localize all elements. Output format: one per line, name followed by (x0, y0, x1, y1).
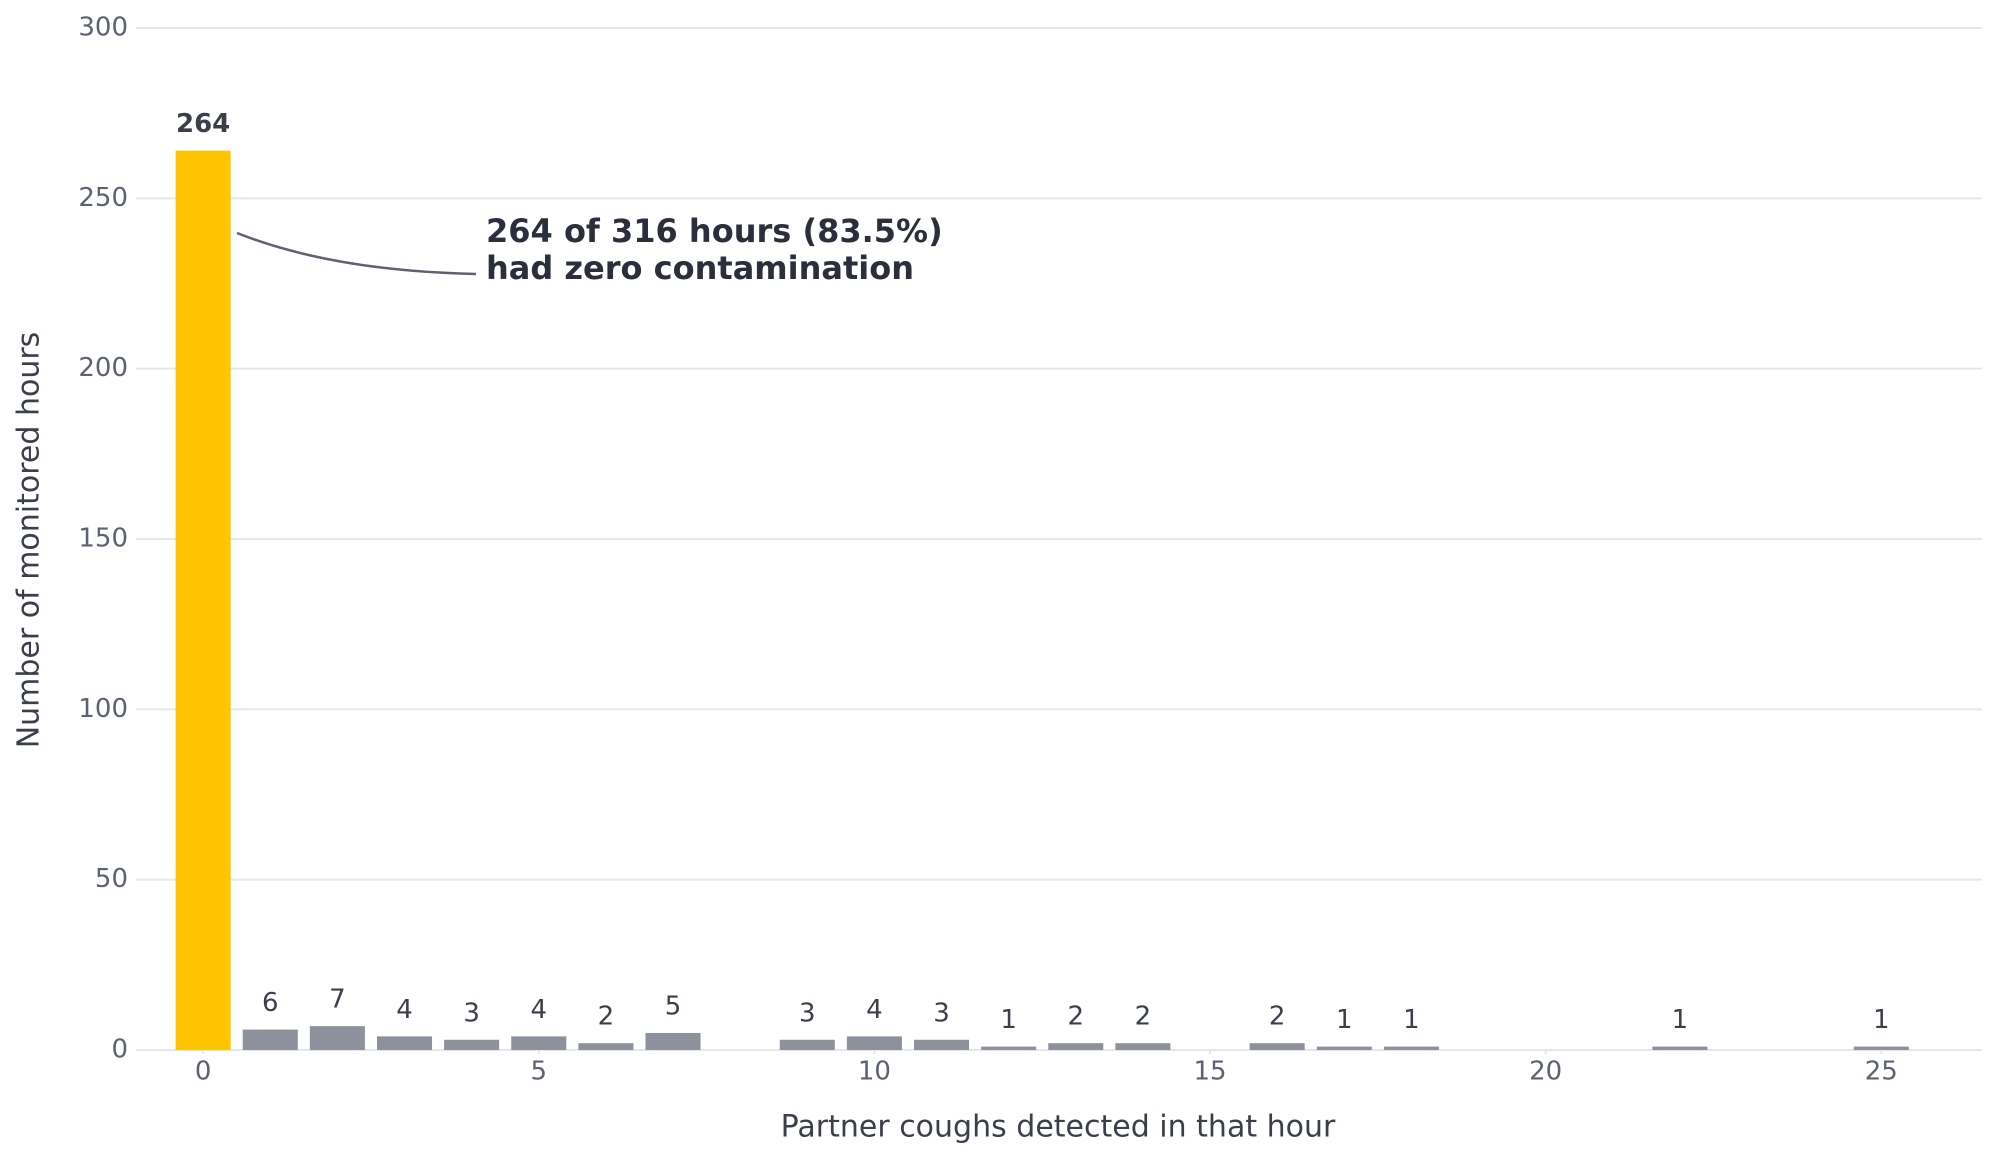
bar (376, 1036, 433, 1050)
x-tick-label: 20 (1529, 1057, 1562, 1087)
x-axis-title: Partner coughs detected in that hour (781, 1110, 1336, 1145)
annotation-connector (236, 231, 477, 276)
bar (511, 1036, 567, 1050)
value-label: 4 (866, 995, 883, 1025)
value-label: 3 (799, 998, 816, 1028)
value-label: 1 (1336, 1005, 1353, 1035)
bar (1048, 1043, 1104, 1050)
y-tick-label: 200 (78, 353, 128, 383)
y-axis-title: Number of monitored hours (12, 332, 47, 749)
value-label: 2 (1269, 1002, 1286, 1032)
y-tick-label: 50 (95, 864, 128, 894)
y-tick-label: 300 (78, 13, 128, 43)
y-tick-label: 250 (78, 183, 128, 213)
x-tick-label: 25 (1865, 1057, 1898, 1087)
bar (1853, 1046, 1909, 1050)
bar (1249, 1043, 1305, 1050)
bar (175, 150, 231, 1050)
annotation: had zero contamination (486, 249, 914, 287)
value-label: 2 (1135, 1002, 1152, 1032)
value-label: 1 (1672, 1005, 1689, 1035)
value-label: 2 (1068, 1002, 1085, 1032)
y-tick-label: 150 (78, 524, 128, 554)
value-label: 4 (530, 995, 547, 1025)
bar (645, 1032, 701, 1050)
bar (1115, 1043, 1171, 1050)
x-tick-label: 15 (1193, 1057, 1226, 1087)
bar (578, 1043, 634, 1050)
bar (444, 1039, 500, 1050)
bar (309, 1026, 365, 1050)
bar (914, 1039, 970, 1050)
value-label: 3 (933, 998, 950, 1028)
value-label: 1 (1403, 1005, 1420, 1035)
bar (1383, 1046, 1439, 1050)
bar (846, 1036, 902, 1050)
value-label: 264 (176, 109, 230, 139)
bar (1652, 1046, 1708, 1050)
bar (242, 1029, 298, 1050)
y-tick-label: 100 (78, 694, 128, 724)
value-label: 5 (665, 991, 682, 1021)
annotation: 264 of 316 hours (83.5%) (486, 212, 943, 250)
value-label: 7 (329, 985, 346, 1015)
bar (1316, 1046, 1372, 1050)
value-label: 1 (1873, 1005, 1890, 1035)
x-tick-label: 10 (858, 1057, 891, 1087)
x-tick-label: 5 (530, 1057, 547, 1087)
value-label: 2 (598, 1002, 615, 1032)
value-label: 1 (1000, 1005, 1017, 1035)
bar (779, 1039, 835, 1050)
value-label: 3 (463, 998, 480, 1028)
bar (981, 1046, 1037, 1050)
value-label: 4 (396, 995, 413, 1025)
x-tick-label: 0 (195, 1057, 212, 1087)
value-label: 6 (262, 988, 279, 1018)
y-tick-label: 0 (111, 1035, 128, 1065)
